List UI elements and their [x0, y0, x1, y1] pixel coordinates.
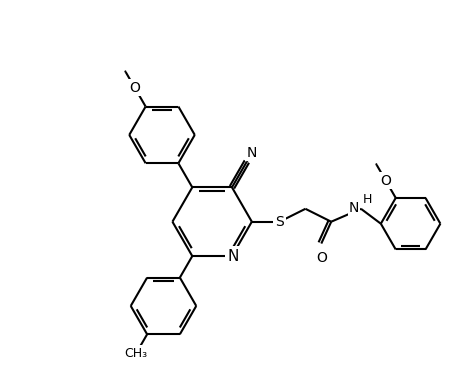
- Text: N: N: [349, 201, 359, 215]
- Text: CH₃: CH₃: [125, 347, 148, 360]
- Text: O: O: [381, 174, 391, 188]
- Text: O: O: [129, 81, 140, 95]
- Text: N: N: [227, 249, 239, 263]
- Text: methoxy: methoxy: [122, 70, 128, 71]
- Text: S: S: [275, 215, 284, 229]
- Text: N: N: [247, 146, 257, 160]
- Text: H: H: [363, 193, 372, 206]
- Text: O: O: [129, 81, 140, 95]
- Text: methoxy_label: methoxy_label: [120, 70, 130, 71]
- Text: methoxy_text: methoxy_text: [371, 164, 381, 166]
- Text: methoxy: methoxy: [122, 69, 128, 70]
- Text: O: O: [316, 251, 327, 265]
